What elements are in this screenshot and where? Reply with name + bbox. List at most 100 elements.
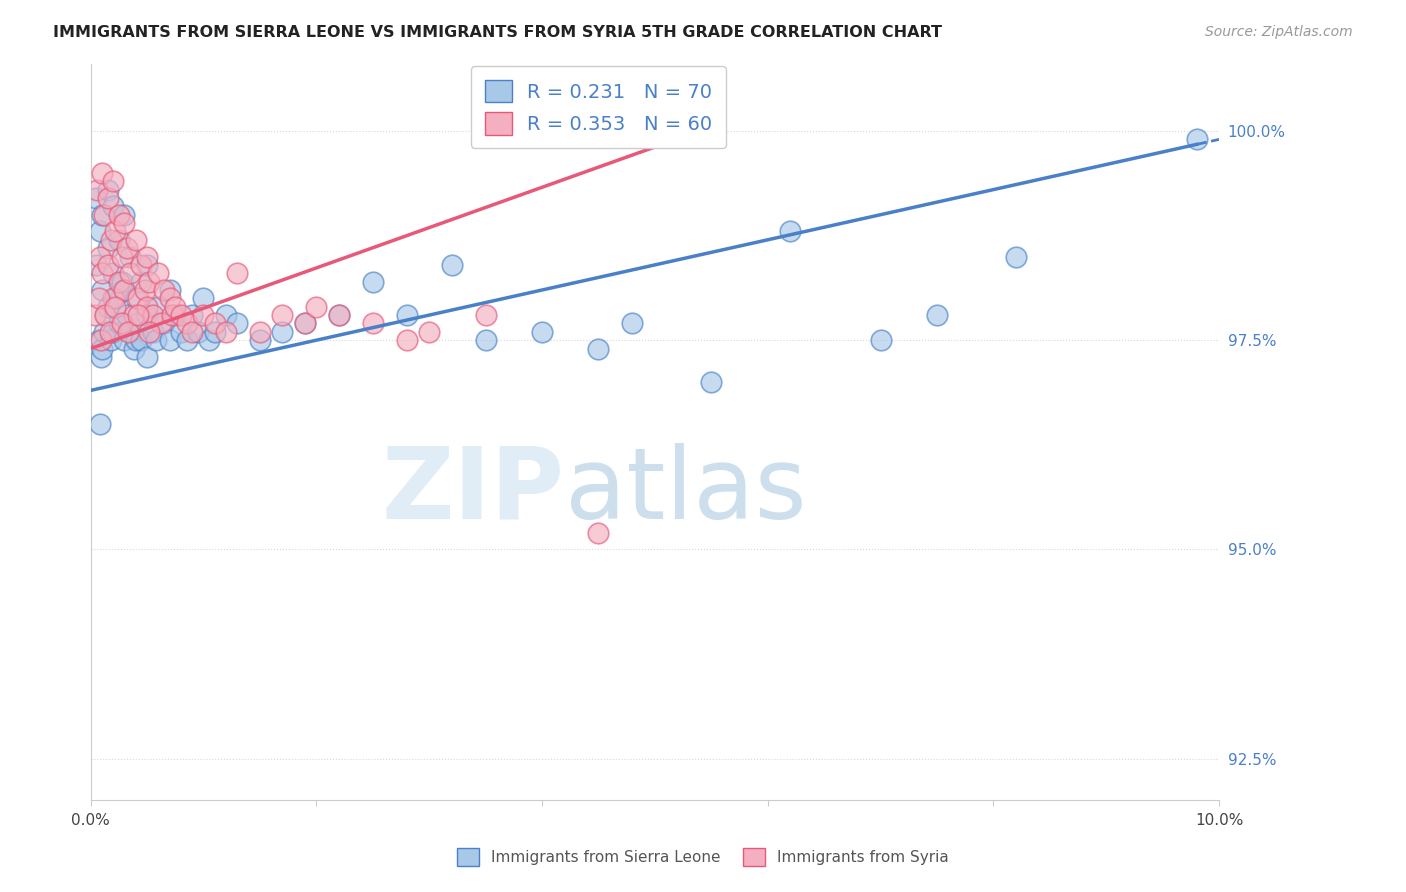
Point	[294, 317, 316, 331]
Point	[90, 350, 112, 364]
Point	[418, 325, 440, 339]
Point	[136, 300, 159, 314]
Point	[193, 291, 215, 305]
Point	[176, 317, 198, 331]
Point	[117, 325, 139, 339]
Point	[120, 266, 142, 280]
Point	[305, 300, 328, 314]
Point	[361, 317, 384, 331]
Point	[89, 250, 111, 264]
Point	[114, 208, 136, 222]
Point	[120, 325, 142, 339]
Point	[153, 283, 176, 297]
Point	[93, 325, 115, 339]
Point	[127, 317, 149, 331]
Point	[96, 300, 118, 314]
Point	[142, 308, 165, 322]
Point	[104, 300, 127, 314]
Point	[127, 308, 149, 322]
Point	[103, 325, 125, 339]
Text: IMMIGRANTS FROM SIERRA LEONE VS IMMIGRANTS FROM SYRIA 5TH GRADE CORRELATION CHAR: IMMIGRANTS FROM SIERRA LEONE VS IMMIGRAN…	[53, 25, 942, 40]
Point	[181, 308, 204, 322]
Point	[165, 300, 187, 314]
Point	[271, 325, 294, 339]
Point	[100, 333, 122, 347]
Point	[165, 308, 187, 322]
Point	[134, 283, 156, 297]
Point	[131, 275, 153, 289]
Point	[142, 325, 165, 339]
Point	[588, 525, 610, 540]
Legend: Immigrants from Sierra Leone, Immigrants from Syria: Immigrants from Sierra Leone, Immigrants…	[450, 841, 956, 873]
Point	[148, 266, 170, 280]
Point	[328, 308, 350, 322]
Point	[103, 199, 125, 213]
Legend: R = 0.231   N = 70, R = 0.353   N = 60: R = 0.231 N = 70, R = 0.353 N = 60	[471, 66, 725, 148]
Point	[170, 308, 193, 322]
Point	[89, 224, 111, 238]
Point	[120, 250, 142, 264]
Point	[103, 174, 125, 188]
Point	[86, 183, 108, 197]
Point	[111, 275, 134, 289]
Point	[160, 308, 183, 322]
Point	[84, 258, 107, 272]
Text: Source: ZipAtlas.com: Source: ZipAtlas.com	[1205, 25, 1353, 39]
Point	[779, 224, 801, 238]
Point	[84, 191, 107, 205]
Point	[90, 283, 112, 297]
Point	[94, 308, 117, 322]
Point	[138, 325, 160, 339]
Point	[925, 308, 948, 322]
Point	[89, 417, 111, 431]
Point	[125, 333, 148, 347]
Point	[869, 333, 891, 347]
Point	[440, 258, 463, 272]
Point	[181, 325, 204, 339]
Point	[328, 308, 350, 322]
Point	[90, 208, 112, 222]
Point	[226, 266, 249, 280]
Point	[108, 317, 131, 331]
Point	[122, 342, 145, 356]
Point	[104, 224, 127, 238]
Point	[90, 166, 112, 180]
Point	[131, 258, 153, 272]
Point	[215, 308, 238, 322]
Point	[114, 216, 136, 230]
Point	[136, 258, 159, 272]
Point	[249, 325, 271, 339]
Point	[249, 333, 271, 347]
Point	[193, 308, 215, 322]
Point	[700, 375, 723, 389]
Point	[198, 333, 221, 347]
Point	[395, 308, 418, 322]
Point	[108, 233, 131, 247]
Point	[226, 317, 249, 331]
Point	[145, 333, 167, 347]
Point	[122, 308, 145, 322]
Point	[531, 325, 554, 339]
Point	[136, 250, 159, 264]
Point	[131, 333, 153, 347]
Point	[111, 250, 134, 264]
Point	[104, 291, 127, 305]
Point	[204, 317, 226, 331]
Point	[90, 342, 112, 356]
Point	[90, 333, 112, 347]
Text: atlas: atlas	[565, 442, 806, 540]
Point	[96, 183, 118, 197]
Point	[159, 291, 181, 305]
Point	[103, 291, 125, 305]
Point	[93, 208, 115, 222]
Point	[621, 317, 644, 331]
Point	[149, 317, 172, 331]
Point	[176, 333, 198, 347]
Point	[87, 333, 110, 347]
Point	[361, 275, 384, 289]
Point	[96, 258, 118, 272]
Point	[108, 208, 131, 222]
Point	[127, 291, 149, 305]
Point	[170, 325, 193, 339]
Point	[136, 350, 159, 364]
